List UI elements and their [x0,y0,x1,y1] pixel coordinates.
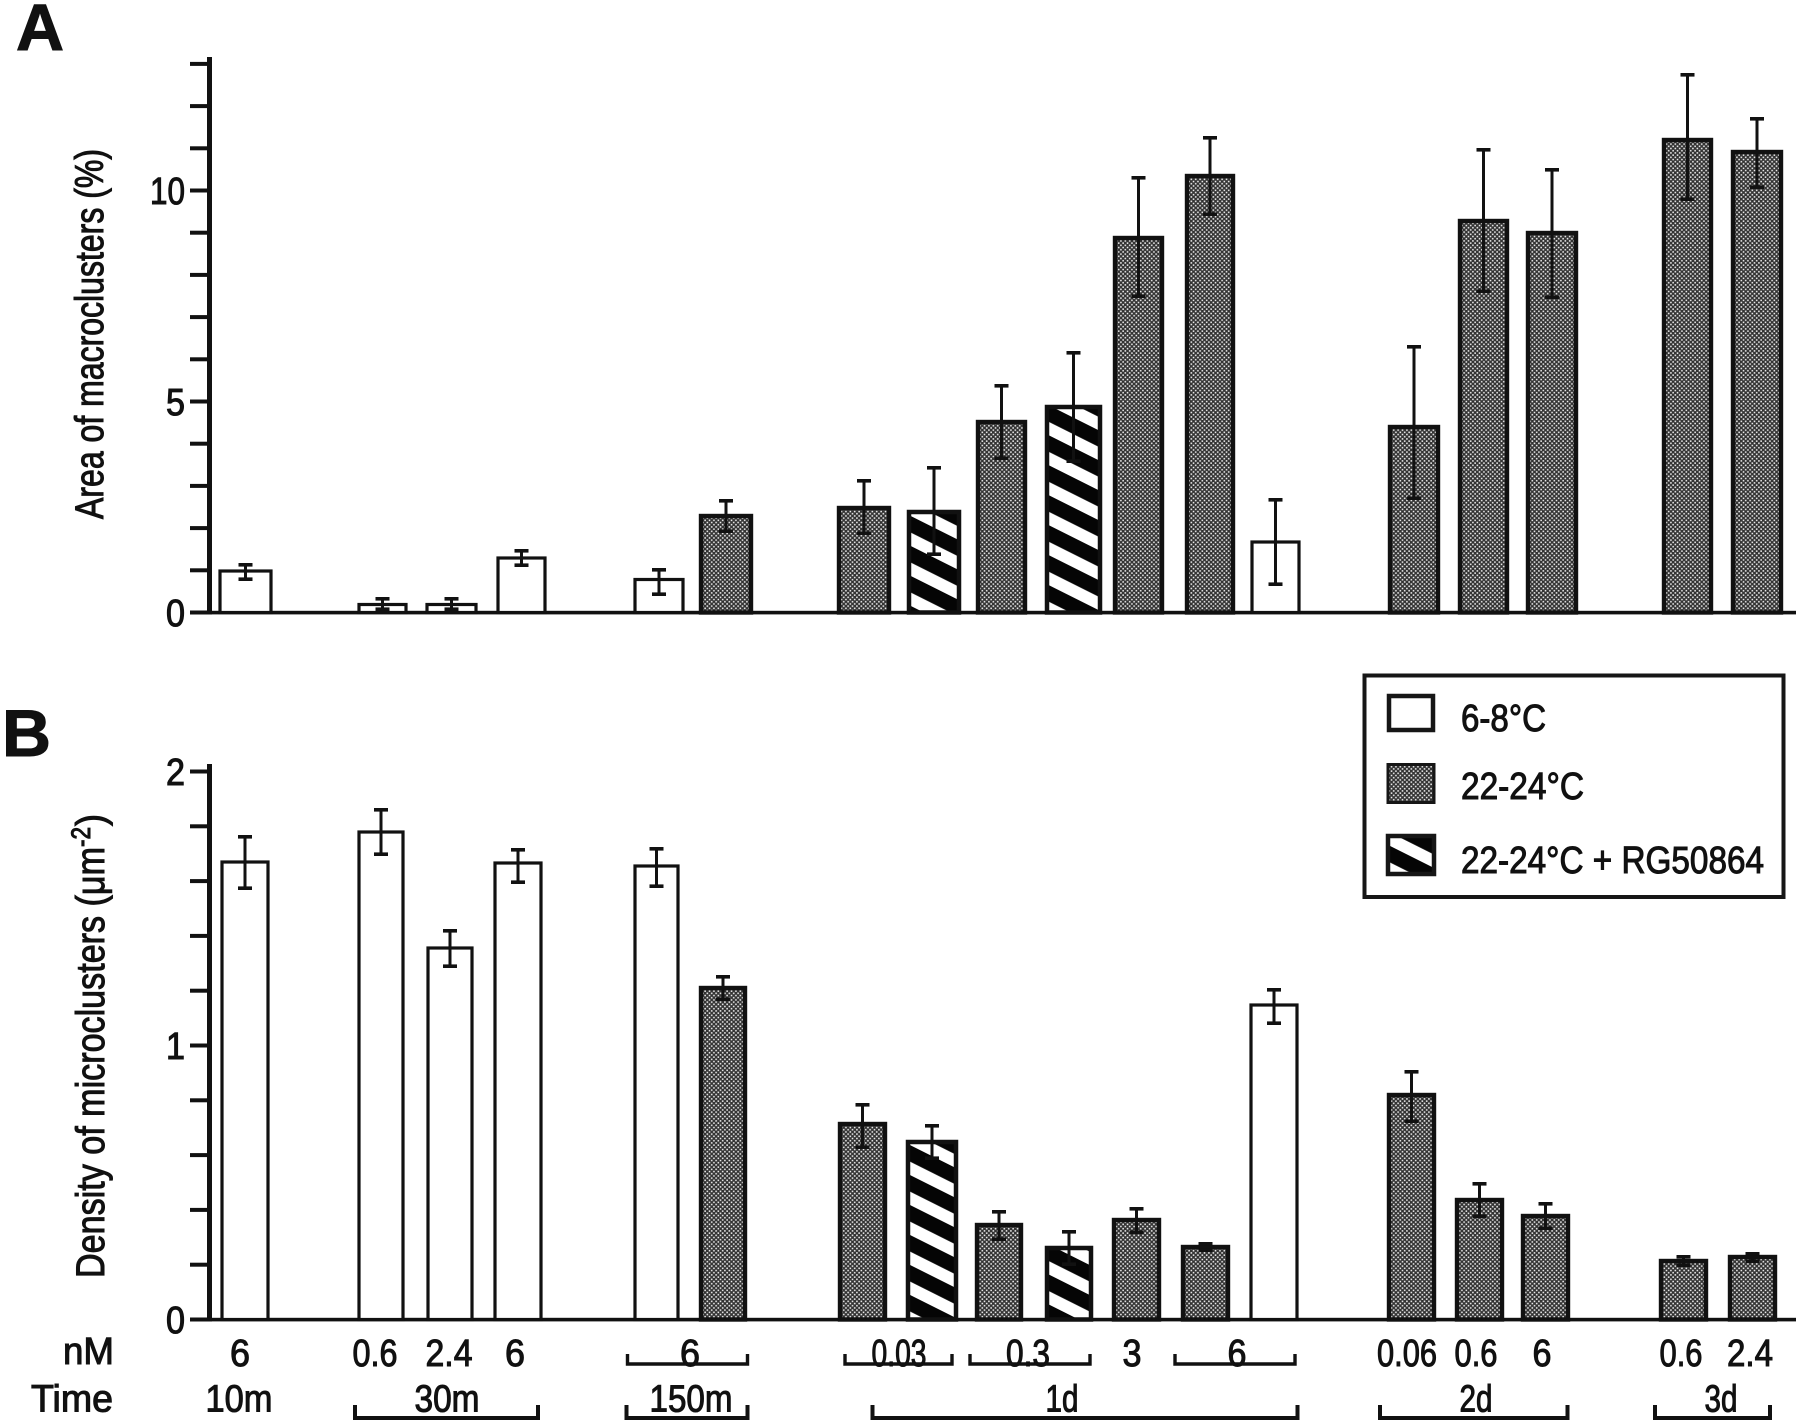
svg-text:2: 2 [166,752,185,794]
svg-text:6-8°C: 6-8°C [1461,698,1546,740]
svg-text:Time: Time [31,1379,113,1421]
svg-text:10m: 10m [206,1379,273,1421]
svg-text:150m: 150m [650,1379,733,1421]
svg-text:6: 6 [680,1333,700,1375]
svg-text:22-24°C + RG50864: 22-24°C + RG50864 [1461,840,1764,882]
svg-text:A: A [16,0,64,64]
svg-text:0: 0 [166,593,185,635]
svg-text:): ) [69,814,113,826]
svg-text:6: 6 [230,1333,250,1375]
svg-text:30m: 30m [415,1379,480,1421]
svg-text:6: 6 [1228,1333,1247,1375]
svg-text:-2: -2 [66,827,96,847]
svg-text:0: 0 [166,1300,185,1342]
svg-text:0.6: 0.6 [1660,1333,1703,1375]
svg-text:0.6: 0.6 [353,1333,398,1375]
svg-text:Area of macroclusters (%): Area of macroclusters (%) [68,149,112,519]
svg-text:0.06: 0.06 [1377,1333,1437,1375]
svg-text:6: 6 [505,1333,525,1375]
svg-text:3d: 3d [1705,1379,1738,1421]
svg-text:B: B [2,696,51,770]
svg-text:5: 5 [166,382,185,424]
svg-text:2.4: 2.4 [1727,1333,1773,1375]
svg-text:1d: 1d [1046,1379,1079,1421]
svg-text:2.4: 2.4 [426,1333,473,1375]
svg-text:nM: nM [63,1331,114,1373]
svg-text:Density of microclusters (μm: Density of microclusters (μm [69,847,113,1278]
svg-text:2d: 2d [1460,1379,1493,1421]
svg-text:0.3: 0.3 [1006,1333,1050,1375]
svg-text:0.6: 0.6 [1455,1333,1498,1375]
svg-text:3: 3 [1123,1333,1142,1375]
svg-text:10: 10 [150,171,185,213]
svg-text:22-24°C: 22-24°C [1461,766,1584,808]
svg-text:1: 1 [166,1026,185,1068]
svg-text:6: 6 [1533,1333,1552,1375]
svg-text:0.03: 0.03 [872,1333,927,1375]
